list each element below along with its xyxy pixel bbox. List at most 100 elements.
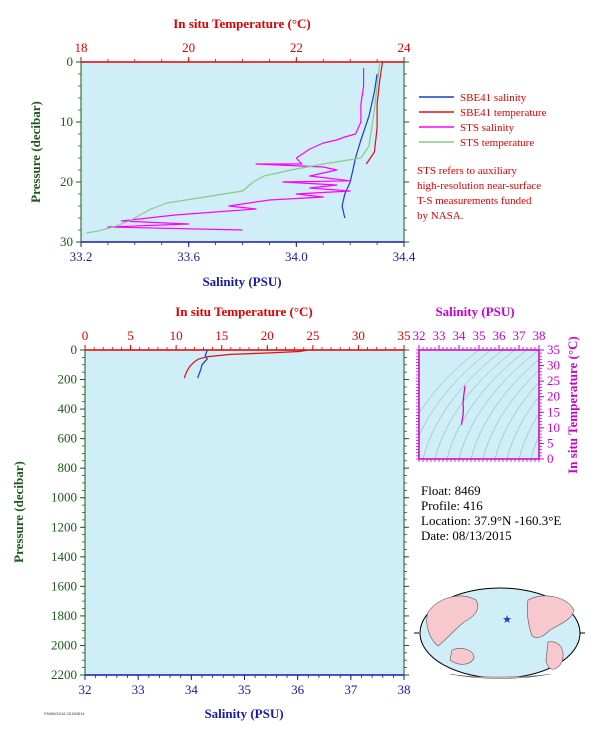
ts-density-contour [458, 350, 539, 459]
map-land-australia [449, 648, 475, 665]
float-number: Float: 8469 [421, 483, 481, 498]
top-salinity-tick-label: 34.0 [285, 249, 308, 264]
ts-temperature-tick-label: 0 [547, 451, 554, 466]
top-salinity-tick-label: 34.4 [393, 249, 416, 264]
map-land-north-america [526, 595, 575, 638]
top-pressure-tick-label: 20 [60, 174, 73, 189]
world-map: ★ [414, 587, 585, 679]
top-salinity-axis-title: Salinity (PSU) [202, 274, 281, 289]
ts-salinity-tick-label: 37 [513, 328, 527, 343]
top-pressure-axis-title: Pressure (decibar) [28, 101, 43, 203]
bottom-chart: 0 5 10 15 20 25 30 35 32 33 34 35 36 37 38 0 200 400 600 80… [11, 304, 411, 721]
ts-temperature-tick-label: 20 [547, 389, 560, 404]
bottom-pressure-tick-label: 1200 [51, 519, 77, 534]
ts-temperature-tick-label: 35 [547, 342, 560, 357]
bottom-pressure-tick-label: 600 [58, 431, 78, 446]
bottom-salinity-tick-label: 35 [238, 682, 251, 697]
top-series-sts-salinity [107, 68, 365, 231]
ts-density-contour [419, 350, 480, 415]
top-series [86, 61, 384, 234]
ts-density-contours [419, 350, 539, 459]
map-land-asia [426, 595, 479, 647]
bottom-temperature-tick-label: 25 [306, 328, 319, 343]
bottom-pressure-tick-label: 1600 [51, 578, 77, 593]
ts-density-contour [530, 435, 539, 459]
ts-density-contour [470, 359, 539, 459]
top-temperature-tick-label: 24 [398, 40, 412, 55]
top-series-sbe41-salinity [341, 73, 378, 219]
top-temperature-tick-label: 22 [290, 40, 303, 55]
location: Location: 37.9°N -160.3°E [421, 513, 562, 528]
bottom-pressure-tick-label: 800 [58, 460, 78, 475]
ts-temperature-axis-title: In situ Temperature (°C) [565, 336, 580, 474]
ts-density-contour [446, 350, 528, 459]
ts-temperature-tick-label: 25 [547, 373, 560, 388]
bottom-plot-area [85, 350, 404, 675]
top-series-sts-temperature [86, 61, 381, 234]
ts-temperature-tick-label: 15 [547, 404, 560, 419]
ts-curve [460, 385, 466, 425]
ts-salinity-tick-label: 34 [453, 328, 467, 343]
top-temperature-tick-label: 20 [182, 40, 195, 55]
footer-code: F8469/Z416 20150814 [44, 711, 85, 716]
top-salinity-tick-label: 33.2 [70, 249, 93, 264]
ts-density-contour [422, 350, 504, 459]
top-series-sbe41-temperature [365, 61, 384, 165]
bottom-temperature-axis-title: In situ Temperature (°C) [175, 304, 313, 319]
ts-temperature-tick-label: 10 [547, 420, 560, 435]
top-pressure-tick-label: 30 [60, 234, 73, 249]
ts-density-contour [506, 396, 539, 459]
bottom-temperature-tick-label: 5 [127, 328, 134, 343]
bottom-ticks: 0 5 10 15 20 25 30 35 32 33 34 35 36 37 38 0 200 400 600 80… [51, 328, 411, 697]
ts-salinity-tick-label: 32 [413, 328, 426, 343]
date: Date: 08/13/2015 [421, 528, 512, 543]
ts-salinity-axis-title: Salinity (PSU) [435, 304, 514, 319]
top-plot-area [81, 62, 404, 242]
ts-salinity-tick-label: 35 [473, 328, 486, 343]
ts-plot-area [419, 350, 539, 459]
bottom-pressure-tick-label: 400 [58, 401, 78, 416]
bottom-pressure-tick-label: 2000 [51, 637, 77, 652]
bottom-temperature-tick-label: 0 [82, 328, 89, 343]
top-ticks: 18 20 22 24 33.2 33.6 34.0 34.4 0 10 20 30 [60, 40, 416, 264]
top-pressure-tick-label: 0 [67, 54, 74, 69]
legend-label: SBE41 temperature [460, 107, 547, 119]
top-pressure-tick-label: 10 [60, 114, 73, 129]
bottom-salinity-tick-label: 32 [79, 682, 92, 697]
bottom-pressure-axis-title: Pressure (decibar) [11, 461, 26, 563]
bottom-salinity-tick-label: 36 [291, 682, 305, 697]
bottom-pressure-tick-label: 1000 [51, 490, 77, 505]
bottom-temperature-tick-label: 20 [261, 328, 274, 343]
note-line: STS refers to auxiliary [417, 165, 517, 177]
legend-label: SBE41 salinity [460, 92, 527, 104]
bottom-salinity-axis-title: Salinity (PSU) [204, 706, 283, 721]
ts-temperature-tick-label: 5 [547, 435, 554, 450]
bottom-pressure-tick-label: 1800 [51, 608, 77, 623]
map-land-south-america [545, 641, 564, 670]
ts-density-contour [482, 369, 539, 459]
bottom-salinity-tick-label: 38 [398, 682, 411, 697]
bottom-salinity-tick-label: 34 [185, 682, 199, 697]
float-location-marker: ★ [502, 614, 512, 626]
legend-label: STS temperature [460, 137, 534, 149]
note-line: high-resolution near-surface [417, 180, 542, 192]
ts-salinity-tick-label: 33 [433, 328, 446, 343]
note-line: T-S measurements funded [417, 195, 532, 207]
float-info: Float: 8469 Profile: 416 Location: 37.9°… [421, 483, 561, 543]
bottom-temperature-tick-label: 10 [170, 328, 183, 343]
bottom-temperature-tick-label: 35 [398, 328, 411, 343]
legend: SBE41 salinity SBE41 temperature STS salin… [419, 92, 547, 149]
top-chart: 18 20 22 24 33.2 33.6 34.0 34.4 0 10 20 30 In situ … [28, 16, 416, 289]
sts-note: STS refers to auxiliary high-resolution … [417, 164, 597, 224]
bottom-salinity-tick-label: 37 [344, 682, 358, 697]
bottom-series-sbe41-salinity [197, 349, 208, 379]
bottom-pressure-tick-label: 0 [71, 342, 78, 357]
note-line: by NASA. [417, 210, 464, 222]
ts-density-contour [494, 382, 539, 459]
ts-temperature-tick-label: 30 [547, 358, 560, 373]
bottom-pressure-tick-label: 1400 [51, 549, 77, 564]
top-temperature-tick-label: 18 [75, 40, 88, 55]
